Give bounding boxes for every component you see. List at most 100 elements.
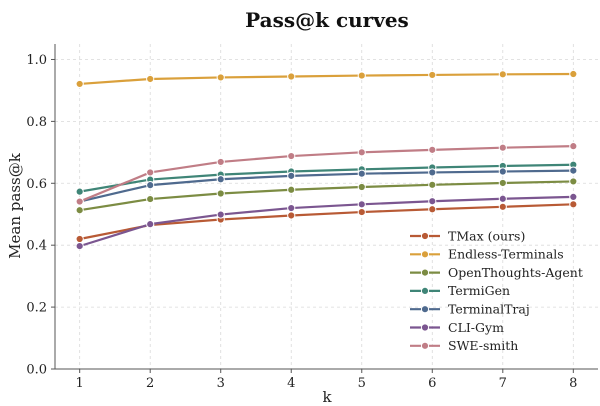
- data-point: [146, 168, 155, 177]
- series-1: [75, 69, 578, 89]
- legend-label: CLI-Gym: [448, 320, 504, 335]
- data-point: [216, 175, 225, 184]
- data-point: [287, 185, 296, 194]
- data-point: [569, 192, 578, 202]
- data-point: [498, 202, 507, 211]
- legend-item: OpenThoughts-Agent: [410, 265, 583, 280]
- data-point: [357, 200, 366, 209]
- data-point: [75, 234, 84, 244]
- legend-item: CLI-Gym: [410, 320, 504, 335]
- data-point: [75, 197, 84, 206]
- data-point: [569, 142, 578, 151]
- data-point: [75, 79, 84, 89]
- legend-swatch-marker: [420, 268, 430, 277]
- legend-swatch-marker: [420, 250, 430, 259]
- legend-label: TermiGen: [448, 283, 510, 298]
- series-line: [79, 145, 574, 203]
- y-tick-label: 0.2: [26, 301, 47, 316]
- y-tick-label: 1.0: [26, 53, 47, 68]
- data-point: [75, 206, 84, 215]
- data-point: [287, 203, 296, 213]
- legend-label: TMax (ours): [448, 228, 525, 243]
- axes: [54, 44, 598, 370]
- series-line: [79, 180, 574, 212]
- y-tick-label: 0.0: [26, 363, 47, 378]
- series-line: [79, 163, 574, 193]
- x-tick-label: 6: [428, 376, 436, 391]
- data-point: [428, 180, 437, 189]
- data-point: [428, 205, 437, 214]
- data-point: [287, 171, 296, 180]
- legend-label: TerminalTraj: [448, 302, 530, 317]
- data-point: [357, 169, 366, 178]
- data-point: [216, 189, 225, 198]
- series-line: [79, 203, 574, 241]
- legend-item: TerminalTraj: [410, 302, 530, 317]
- y-axis-label: Mean pass@k: [6, 152, 24, 259]
- data-point: [75, 242, 84, 251]
- data-point: [498, 167, 507, 176]
- data-point: [428, 197, 437, 206]
- series-2: [75, 177, 578, 215]
- data-point: [146, 181, 155, 190]
- data-point: [287, 151, 296, 161]
- legend-label: OpenThoughts-Agent: [448, 265, 583, 280]
- x-tick-label: 5: [358, 376, 366, 391]
- data-point: [146, 194, 155, 204]
- data-point: [428, 145, 437, 154]
- data-point: [498, 178, 507, 188]
- data-point: [569, 177, 578, 186]
- data-point: [498, 143, 507, 152]
- x-tick-label: 2: [146, 376, 154, 391]
- x-tick-label: 4: [287, 376, 295, 391]
- y-tick-label: 0.8: [26, 115, 47, 130]
- x-tick-label: 7: [499, 376, 507, 391]
- data-point: [357, 71, 366, 80]
- series-5: [75, 192, 578, 251]
- tick-labels: 0.0 0.2 0.4 0.6 0.8 1.0 1 2 3 4 5 6 7 8: [26, 53, 577, 391]
- data-point: [287, 211, 296, 220]
- legend-item: SWE-smith: [410, 338, 518, 353]
- data-point: [287, 72, 296, 81]
- data-point: [569, 200, 578, 209]
- data-point: [569, 69, 578, 79]
- series-3: [75, 160, 578, 196]
- legend-item: TermiGen: [410, 283, 510, 298]
- data-point: [357, 148, 366, 157]
- legend: TMax (ours) Endless-Terminals OpenThoughts…: [410, 228, 583, 353]
- x-tick-label: 3: [217, 376, 225, 391]
- data-point: [357, 207, 366, 217]
- data-point: [498, 70, 507, 79]
- data-point: [216, 210, 225, 219]
- series-line: [79, 195, 574, 248]
- data-point: [428, 70, 437, 80]
- legend-item: TMax (ours): [410, 228, 525, 243]
- legend-swatch-marker: [420, 231, 430, 241]
- data-point: [428, 168, 437, 177]
- legend-swatch-marker: [420, 323, 430, 332]
- y-tick-label: 0.6: [26, 177, 47, 192]
- y-tick-label: 0.4: [26, 239, 47, 254]
- data-point: [216, 73, 225, 82]
- data-point: [75, 187, 84, 196]
- chart-title: Pass@k curves: [245, 8, 409, 32]
- series-line: [79, 72, 574, 86]
- x-tick-label: 1: [76, 376, 84, 391]
- data-point: [357, 182, 366, 192]
- legend-item: Endless-Terminals: [410, 247, 564, 262]
- legend-swatch-marker: [420, 341, 430, 350]
- data-point: [216, 157, 225, 167]
- data-point: [146, 220, 155, 229]
- legend-swatch-marker: [420, 305, 430, 314]
- data-point: [569, 166, 578, 175]
- x-axis-label: k: [322, 388, 332, 406]
- data-point: [498, 194, 507, 203]
- series-line: [79, 169, 574, 203]
- legend-label: Endless-Terminals: [448, 247, 564, 262]
- legend-swatch-marker: [420, 286, 430, 295]
- series-lines: [75, 69, 578, 251]
- x-tick-label: 8: [569, 376, 577, 391]
- legend-label: SWE-smith: [448, 338, 518, 353]
- data-point: [146, 74, 155, 84]
